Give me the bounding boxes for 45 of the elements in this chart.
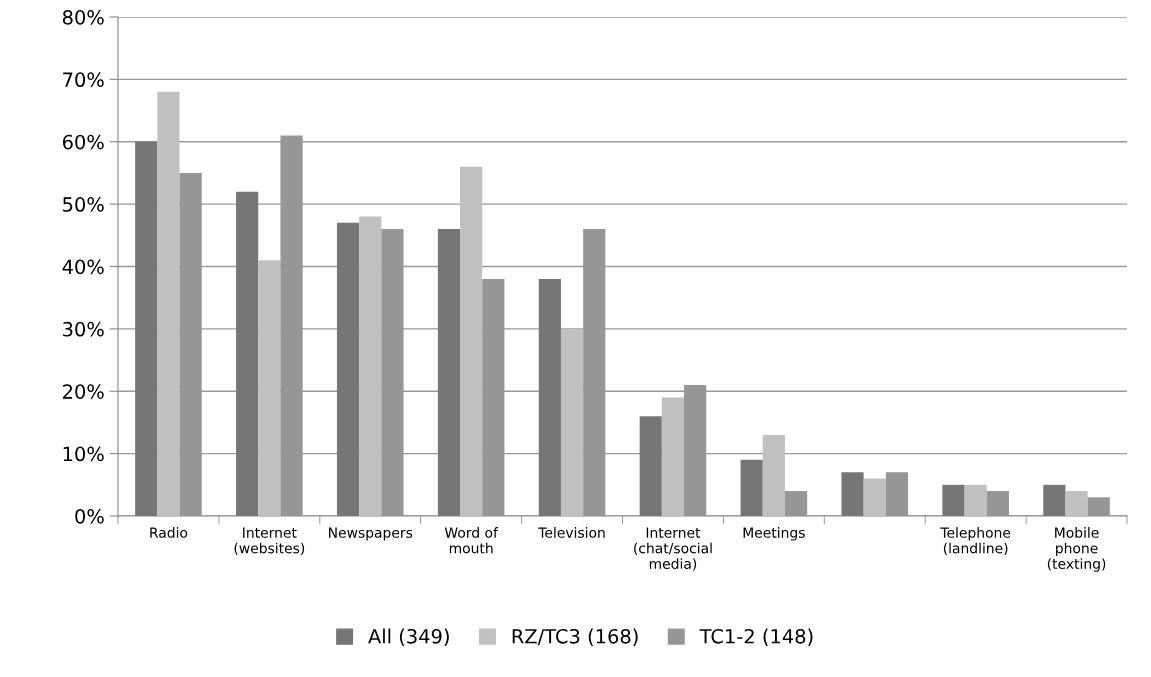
- bar: [460, 166, 483, 516]
- bar: [1087, 497, 1110, 516]
- bar: [964, 484, 987, 516]
- y-tick-label: 10%: [63, 446, 104, 462]
- bar: [885, 472, 909, 516]
- bar: [942, 484, 965, 516]
- bar: [538, 278, 561, 516]
- x-tick-label: Meetings: [743, 527, 805, 541]
- bar: [661, 397, 685, 516]
- legend-label: All (349): [368, 628, 449, 646]
- bar: [437, 229, 461, 516]
- y-tick-label: 20%: [63, 384, 104, 399]
- bar: [135, 141, 158, 516]
- bar: [157, 91, 180, 516]
- bar: [336, 222, 360, 516]
- bar: [740, 459, 763, 516]
- y-tick-label: 70%: [63, 72, 104, 88]
- y-tick-label: 60%: [62, 134, 104, 150]
- bar: [762, 434, 785, 516]
- bar: [258, 260, 281, 516]
- bar: [841, 472, 864, 516]
- legend-label: RZ/TC3 (168): [512, 628, 638, 646]
- y-tick-label: 30%: [63, 321, 104, 337]
- y-tick-label: 0%: [75, 508, 104, 524]
- y-tick-label: 80%: [62, 9, 104, 25]
- bar: [560, 328, 584, 516]
- bar: [863, 478, 886, 516]
- x-tick-label: Internet (websites): [234, 527, 305, 556]
- x-tick-label: Telephone (landline): [940, 527, 1011, 556]
- bar: [639, 416, 662, 516]
- y-tick-label: 40%: [62, 259, 104, 275]
- x-tick-label: Word of mouth: [444, 527, 499, 554]
- x-tick-label: Television: [538, 527, 605, 538]
- bar: [1065, 491, 1088, 516]
- legend-label: TC1-2 (148): [699, 628, 813, 646]
- bar: [236, 191, 259, 516]
- x-tick-label: Internet (chat/social media): [634, 527, 712, 571]
- bar: [784, 491, 808, 516]
- y-tick-label: 50%: [63, 197, 104, 212]
- x-tick-label: Radio: [150, 527, 188, 538]
- x-tick-label: Newspapers: [329, 527, 413, 541]
- bar: [986, 491, 1009, 516]
- bar: [1043, 484, 1066, 516]
- bar: [359, 216, 382, 516]
- x-tick-label: Mobile phone (texting): [1047, 527, 1106, 572]
